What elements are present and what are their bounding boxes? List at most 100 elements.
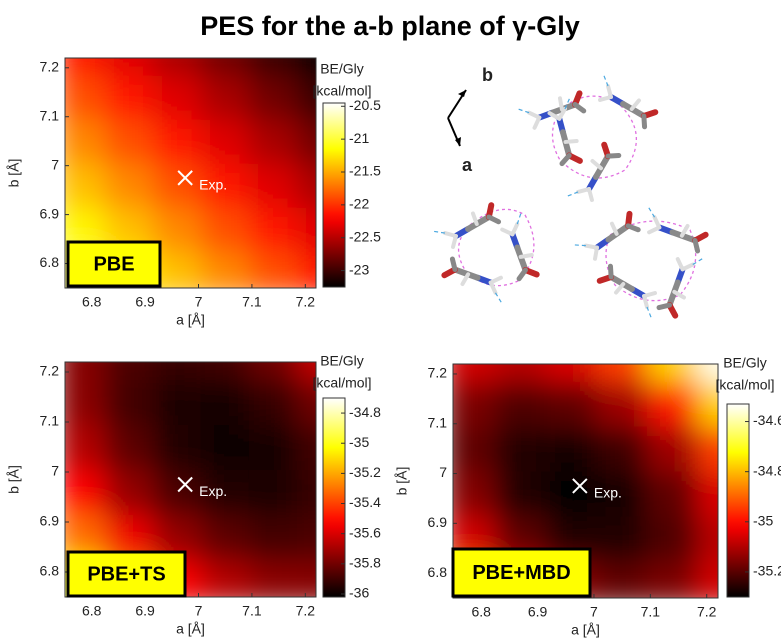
cell (56, 379, 105, 425)
x-axis-label: a [Å] (176, 312, 205, 328)
page: PES for the a-b plane of γ-Gly b a 6.8 6.… (0, 0, 781, 643)
cell (201, 514, 250, 560)
colorbar-tick-label: -20.5 (349, 97, 381, 113)
cell (56, 163, 105, 208)
y-axis-label: b [Å] (6, 465, 22, 494)
cell (249, 559, 298, 605)
cell (153, 119, 202, 164)
x-tick-label: 6.9 (135, 603, 155, 619)
cell (546, 426, 598, 472)
x-tick-label: 7.1 (242, 294, 262, 310)
colorbar-tick-label: -35.2 (753, 563, 781, 579)
cell (596, 426, 648, 472)
cell (105, 119, 154, 164)
x-tick-label: 7 (195, 603, 203, 619)
y-tick-label: 7 (439, 464, 447, 480)
cell (105, 163, 154, 208)
molecule (517, 87, 586, 132)
cell (249, 207, 298, 252)
cell (201, 251, 250, 296)
cell (444, 471, 496, 517)
cell (153, 469, 202, 515)
colorbar-title: BE/Gly (320, 61, 364, 77)
cell (647, 426, 699, 472)
y-axis-label: b [Å] (6, 159, 22, 188)
y-tick-label: 6.8 (40, 563, 60, 579)
cell (105, 424, 154, 470)
colorbar-tick-label: -35 (349, 434, 369, 450)
cell (495, 336, 547, 382)
cell (647, 515, 699, 561)
figure-title: PES for the a-b plane of γ-Gly (200, 11, 580, 41)
cell (596, 381, 648, 427)
colorbar-title: BE/Gly (723, 355, 767, 371)
method-label: PBE+TS (87, 563, 165, 585)
cell (596, 515, 648, 561)
cell (105, 334, 154, 380)
cell (249, 119, 298, 164)
x-tick-label: 7 (590, 604, 598, 620)
cell (201, 379, 250, 425)
cell (153, 163, 202, 208)
cell (546, 471, 598, 517)
cell (249, 163, 298, 208)
method-label: PBE (93, 253, 134, 275)
colorbar-tick-label: -35 (753, 513, 773, 529)
molecule (591, 74, 659, 128)
y-tick-label: 7.2 (428, 365, 448, 381)
colorbar-tick-label: -34.8 (753, 462, 781, 478)
colorbar (323, 398, 345, 597)
cell (249, 469, 298, 515)
exp-label: Exp. (199, 177, 227, 193)
cell (444, 336, 496, 382)
colorbar (323, 103, 345, 287)
colorbar-tick-label: -34.8 (349, 404, 381, 420)
colorbar-tick-label: -22 (349, 196, 369, 212)
cell (105, 379, 154, 425)
cell (249, 514, 298, 560)
colorbar-tick-label: -35.6 (349, 524, 381, 540)
cell (495, 426, 547, 472)
cell (56, 75, 105, 120)
x-tick-label: 6.8 (82, 603, 102, 619)
cell (201, 207, 250, 252)
y-tick-label: 6.9 (428, 514, 448, 530)
cell (201, 334, 250, 380)
cell (647, 471, 699, 517)
x-tick-label: 7.1 (242, 603, 262, 619)
chart: 6.86.977.17.26.86.977.17.2a [Å]b [Å]Exp.… (6, 334, 381, 637)
colorbar-tick-label: -35.4 (349, 494, 381, 510)
axis-label: b (482, 65, 493, 85)
cell (249, 251, 298, 296)
method-label: PBE+MBD (472, 562, 570, 584)
cell (201, 119, 250, 164)
x-tick-label: 7.2 (697, 604, 717, 620)
y-tick-label: 7.2 (40, 363, 60, 379)
cell (546, 381, 598, 427)
cell (201, 75, 250, 120)
colorbar-title: [kcal/mol] (312, 83, 371, 99)
y-axis-label: b [Å] (394, 467, 410, 496)
cell (56, 119, 105, 164)
cell (153, 424, 202, 470)
colorbar-title: [kcal/mol] (715, 377, 774, 393)
colorbar-tick-label: -35.2 (349, 464, 381, 480)
x-tick-label: 6.8 (471, 604, 491, 620)
colorbar-tick-label: -36 (349, 585, 369, 601)
cell (546, 336, 598, 382)
molecule (432, 199, 500, 253)
cell (105, 469, 154, 515)
molecule (442, 258, 511, 303)
cell (249, 334, 298, 380)
x-tick-label: 7.2 (296, 603, 316, 619)
axis-label: a (462, 155, 473, 175)
y-tick-label: 7.1 (428, 414, 448, 430)
colorbar-tick-label: -22.5 (349, 228, 381, 244)
molecule (658, 249, 703, 318)
molecule (498, 212, 543, 281)
cell (495, 381, 547, 427)
colorbar-tick-label: -21 (349, 130, 369, 146)
cell (249, 424, 298, 470)
x-tick-label: 7.1 (641, 604, 661, 620)
